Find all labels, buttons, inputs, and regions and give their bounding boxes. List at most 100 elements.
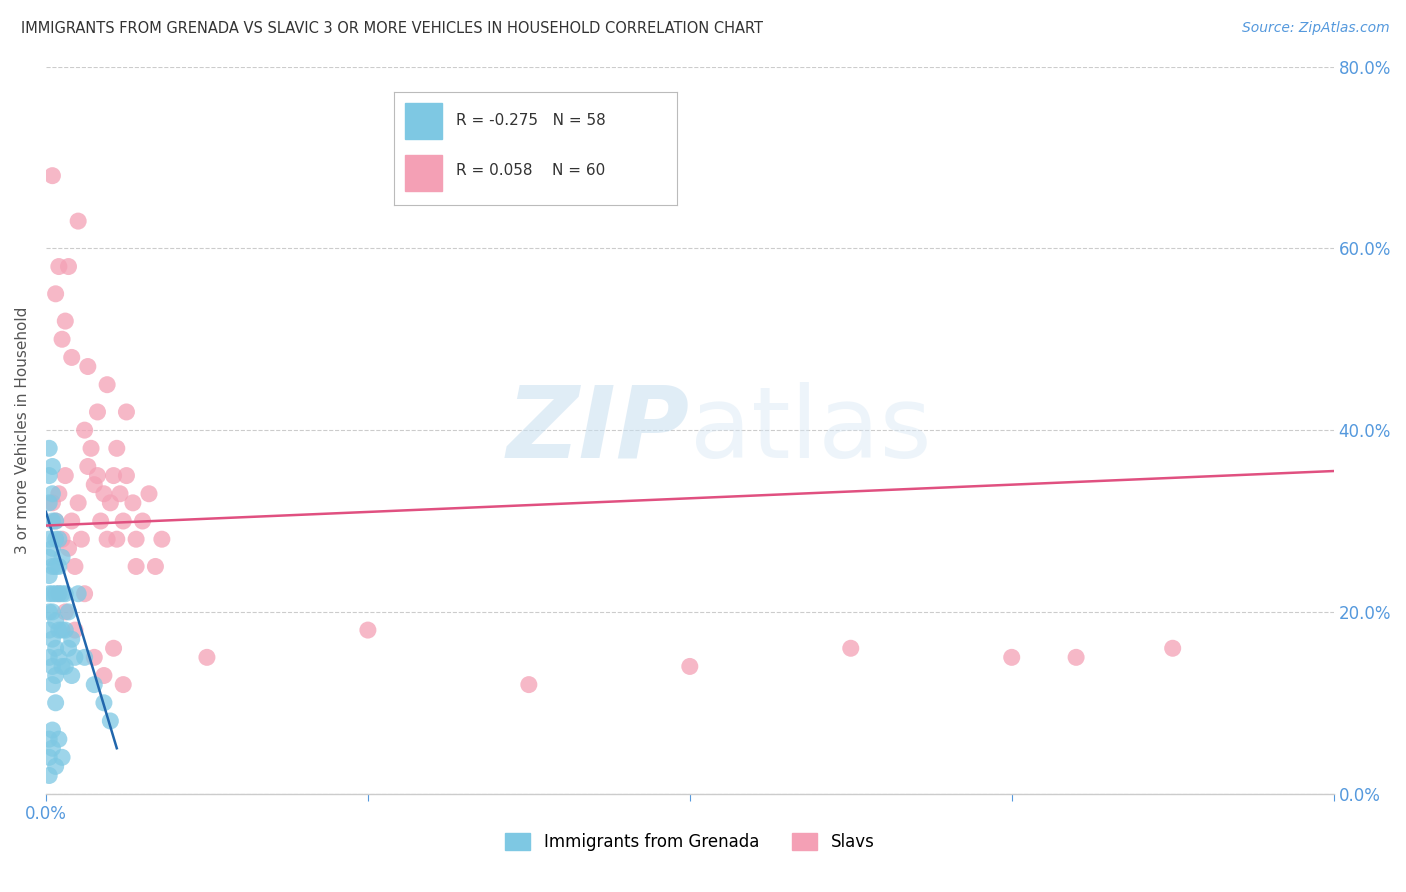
Point	[60, 351, 83, 365]
Point	[93, 696, 115, 710]
Point	[839, 641, 862, 656]
Point	[112, 678, 135, 692]
Point	[48, 623, 70, 637]
Point	[93, 487, 115, 501]
Point	[41, 723, 63, 737]
Point	[150, 532, 173, 546]
Point	[60, 668, 83, 682]
Point	[517, 678, 540, 692]
Point	[51, 623, 73, 637]
Point	[83, 650, 105, 665]
Point	[38, 442, 60, 456]
Point	[38, 750, 60, 764]
Point	[112, 514, 135, 528]
Point	[53, 605, 76, 619]
Text: IMMIGRANTS FROM GRENADA VS SLAVIC 3 OR MORE VEHICLES IN HOUSEHOLD CORRELATION CH: IMMIGRANTS FROM GRENADA VS SLAVIC 3 OR M…	[21, 21, 763, 36]
Point	[195, 650, 218, 665]
Point	[48, 587, 70, 601]
Point	[103, 468, 125, 483]
Text: R = -0.275   N = 58: R = -0.275 N = 58	[456, 113, 606, 128]
Point	[63, 650, 86, 665]
Point	[51, 332, 73, 346]
Point	[41, 659, 63, 673]
Point	[41, 605, 63, 619]
Point	[96, 377, 118, 392]
Point	[63, 623, 86, 637]
Point	[41, 514, 63, 528]
Point	[45, 759, 67, 773]
Point	[96, 532, 118, 546]
Point	[53, 659, 76, 673]
Point	[105, 442, 128, 456]
Point	[38, 468, 60, 483]
Point	[45, 286, 67, 301]
Point	[38, 496, 60, 510]
Point	[58, 541, 80, 556]
Point	[80, 442, 103, 456]
Text: Source: ZipAtlas.com: Source: ZipAtlas.com	[1241, 21, 1389, 35]
Point	[38, 587, 60, 601]
Point	[86, 468, 108, 483]
Point	[73, 423, 96, 437]
Point	[51, 550, 73, 565]
Point	[38, 532, 60, 546]
Point	[76, 459, 98, 474]
Point	[70, 532, 93, 546]
Point	[38, 605, 60, 619]
Point	[41, 678, 63, 692]
Point	[48, 487, 70, 501]
Point	[76, 359, 98, 374]
Point	[53, 623, 76, 637]
Point	[45, 514, 67, 528]
Point	[125, 559, 148, 574]
Point	[67, 214, 90, 228]
Point	[51, 750, 73, 764]
Point	[51, 532, 73, 546]
Point	[115, 405, 138, 419]
Point	[41, 559, 63, 574]
Point	[45, 587, 67, 601]
Point	[53, 314, 76, 328]
Point	[38, 768, 60, 782]
Point	[38, 650, 60, 665]
Point	[41, 169, 63, 183]
Point	[103, 641, 125, 656]
Point	[51, 659, 73, 673]
Bar	[405, 103, 441, 139]
Point	[41, 496, 63, 510]
Point	[53, 468, 76, 483]
Point	[38, 623, 60, 637]
Point	[108, 487, 131, 501]
Point	[131, 514, 153, 528]
Point	[41, 632, 63, 647]
Point	[105, 532, 128, 546]
Point	[73, 650, 96, 665]
Point	[38, 732, 60, 747]
Point	[115, 468, 138, 483]
Point	[48, 532, 70, 546]
Point	[90, 514, 112, 528]
Point	[98, 496, 121, 510]
Point	[60, 514, 83, 528]
Point	[122, 496, 145, 510]
Point	[73, 587, 96, 601]
Point	[45, 641, 67, 656]
Legend: Immigrants from Grenada, Slavs: Immigrants from Grenada, Slavs	[499, 827, 882, 858]
Point	[45, 532, 67, 546]
Point	[98, 714, 121, 728]
Point	[58, 605, 80, 619]
Y-axis label: 3 or more Vehicles in Household: 3 or more Vehicles in Household	[15, 307, 30, 554]
Point	[41, 741, 63, 756]
Point	[93, 668, 115, 682]
Point	[67, 496, 90, 510]
Point	[41, 587, 63, 601]
Point	[45, 696, 67, 710]
Point	[41, 487, 63, 501]
Point	[45, 614, 67, 628]
Point	[38, 568, 60, 582]
Point	[83, 678, 105, 692]
Point	[38, 550, 60, 565]
Point	[58, 260, 80, 274]
Point	[60, 632, 83, 647]
Text: R = 0.058    N = 60: R = 0.058 N = 60	[456, 163, 605, 178]
